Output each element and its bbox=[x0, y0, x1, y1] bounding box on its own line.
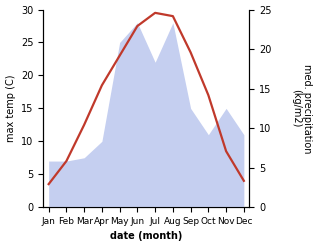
X-axis label: date (month): date (month) bbox=[110, 231, 183, 242]
Y-axis label: med. precipitation
(kg/m2): med. precipitation (kg/m2) bbox=[291, 64, 313, 153]
Y-axis label: max temp (C): max temp (C) bbox=[5, 75, 16, 142]
